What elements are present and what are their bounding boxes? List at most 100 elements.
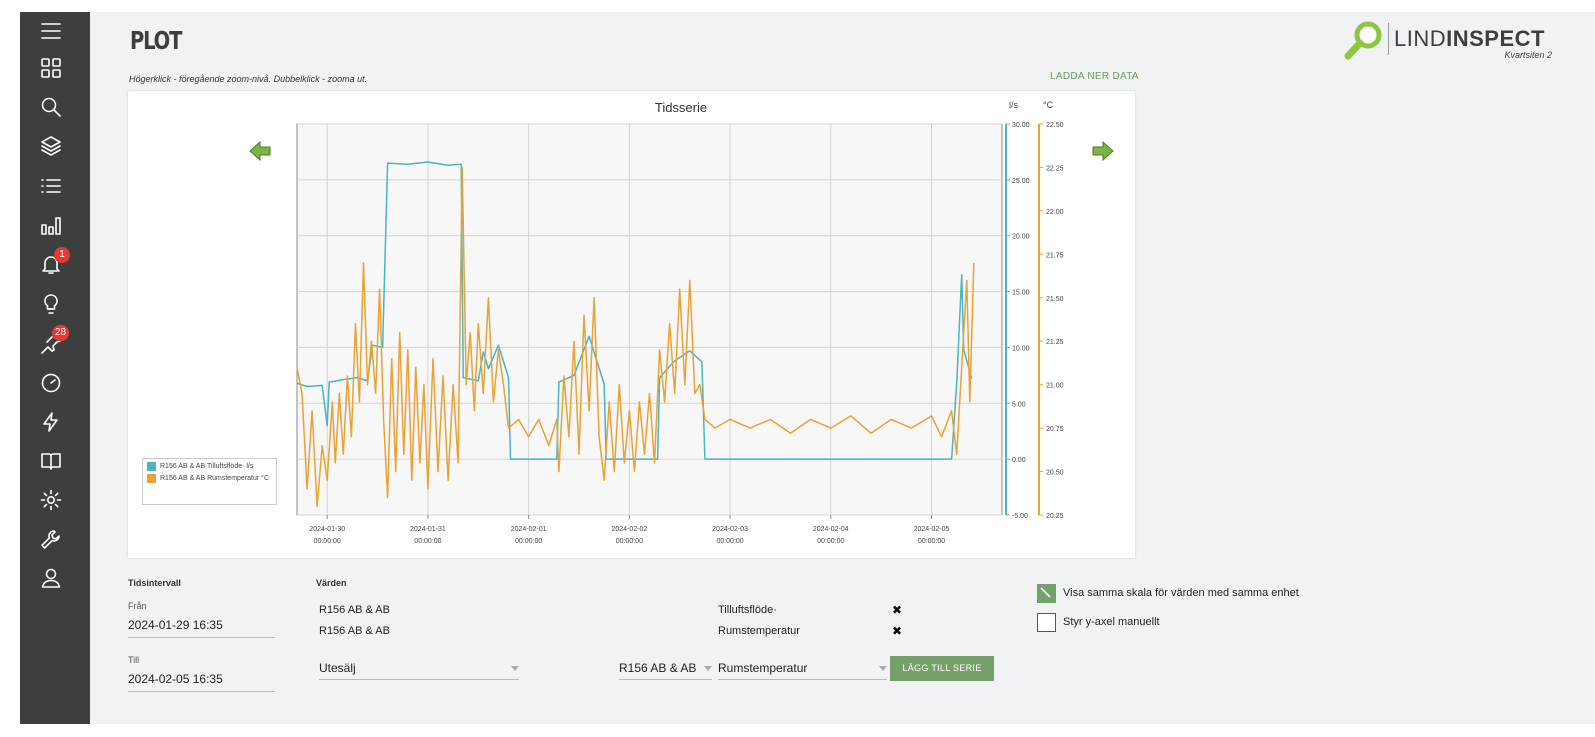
x-tick-label-date: 2024-02-05: [914, 526, 950, 533]
object-select-value: R156 AB & AB: [619, 661, 697, 675]
y-left-tick-label: 25.00: [1012, 178, 1030, 185]
quantity-select[interactable]: Rumstemperatur: [718, 661, 887, 680]
values-heading: Värden: [316, 578, 347, 588]
object-select[interactable]: R156 AB & AB: [619, 661, 712, 680]
same-scale-label: Visa samma skala för värden med samma en…: [1063, 587, 1299, 599]
y-right-tick-label: 22.00: [1046, 209, 1064, 216]
y-left-tick-label: 5.00: [1012, 401, 1026, 408]
legend-label-temp: R156 AB & AB Rumstemperatur °C: [160, 475, 270, 482]
legend-swatch-flow: [147, 462, 156, 471]
time-series-chart[interactable]: Tidsserie 30.00 25.00 20.00 15.00 10.00 5.00 0.…: [128, 91, 1135, 558]
y-right-tick-label: 20.50: [1046, 470, 1064, 477]
gauge-icon[interactable]: [38, 369, 64, 395]
remove-series-button[interactable]: ✖: [892, 624, 903, 638]
x-tick-label-time: 00:00:00: [616, 538, 643, 545]
y-right-tick-label: 20.75: [1046, 426, 1064, 433]
logo-wordmark: LINDINSPECT: [1394, 26, 1545, 51]
y-right-tick-label: 21.25: [1046, 339, 1064, 346]
y-right-tick-label: 21.75: [1046, 252, 1064, 259]
quantity-select-value: Rumstemperatur: [718, 661, 808, 675]
to-date-input[interactable]: 2024-02-05 16:35: [128, 672, 275, 692]
remove-series-button[interactable]: ✖: [892, 603, 903, 617]
alarm-badge: 28: [52, 325, 70, 341]
x-tick-label-date: 2024-02-03: [712, 526, 748, 533]
manual-y-axis-checkbox[interactable]: [1037, 613, 1056, 632]
wrench-icon[interactable]: [38, 526, 64, 552]
add-series-button[interactable]: LÄGG TILL SERIE: [890, 656, 994, 681]
x-tick-label-time: 00:00:00: [515, 538, 542, 545]
to-label: Till: [128, 655, 140, 665]
x-tick-label-date: 2024-02-02: [611, 526, 647, 533]
search-icon[interactable]: [38, 94, 64, 120]
series-row-quantity: Tilluftsflöde·: [718, 604, 777, 616]
logo-divider: [1388, 23, 1389, 55]
chart-panel[interactable]: Tidsserie 30.00 25.00 20.00 15.00 10.00 5.00 0.…: [128, 91, 1135, 558]
series-row-object: R156 AB & AB: [319, 625, 390, 637]
bell-icon[interactable]: [38, 251, 64, 277]
chart-title: Tidsserie: [655, 100, 707, 115]
magnifier-logo-icon: [1344, 21, 1391, 60]
previous-period-arrow-icon[interactable]: [248, 140, 272, 162]
list-icon[interactable]: [38, 173, 64, 199]
sidebar: 1 28: [20, 12, 90, 724]
y-left-tick-label: 15.00: [1012, 290, 1030, 297]
outdoor-select-value: Utesälj: [319, 661, 356, 675]
chevron-down-icon: [511, 666, 519, 671]
chevron-down-icon: [704, 666, 712, 671]
legend-item-temp[interactable]: R156 AB & AB Rumstemperatur °C: [147, 474, 272, 483]
gear-icon[interactable]: [38, 487, 64, 513]
from-date-input[interactable]: 2024-01-29 16:35: [128, 618, 275, 638]
legend-swatch-temp: [147, 474, 156, 483]
y-right-tick-label: 22.25: [1046, 165, 1064, 172]
y-left-tick-label: 30.00: [1012, 122, 1030, 129]
menu-icon[interactable]: [38, 18, 64, 44]
lightbulb-icon[interactable]: [38, 291, 64, 317]
y-left-tick-label: 20.00: [1012, 234, 1030, 241]
y-left-unit-label: l/s: [1009, 100, 1019, 110]
x-tick-label-date: 2024-01-31: [410, 526, 446, 533]
logo-subtitle: Kvartsiten 2: [1504, 50, 1552, 60]
chart-legend: R156 AB & AB Tilluftsflöde· l/s R156 AB …: [142, 458, 277, 505]
app-window: 1 28 PLOT Högerklick - föregående zoom-n…: [20, 12, 1595, 724]
checkmark-icon: [1040, 587, 1051, 598]
user-icon[interactable]: [38, 565, 64, 591]
bolt-icon[interactable]: [38, 409, 64, 435]
next-period-arrow-icon[interactable]: [1091, 140, 1115, 162]
notification-badge: 1: [54, 247, 70, 263]
y-right-tick-label: 21.50: [1046, 296, 1064, 303]
y-right-tick-label: 21.00: [1046, 383, 1064, 390]
x-tick-label-date: 2024-02-04: [813, 526, 849, 533]
y-left-tick-label: 0.00: [1012, 457, 1026, 464]
y-right-unit-label: °C: [1043, 100, 1054, 110]
pin-icon[interactable]: [38, 330, 64, 356]
book-icon[interactable]: [38, 448, 64, 474]
series-row-quantity: Rumstemperatur: [718, 625, 800, 637]
x-tick-label-date: 2024-02-01: [511, 526, 547, 533]
manual-y-axis-label: Styr y-axel manuellt: [1063, 616, 1160, 628]
lindinspect-logo: LINDINSPECT Kvartsiten 2: [1342, 20, 1552, 62]
plot-area: [296, 123, 1003, 516]
outdoor-select[interactable]: Utesälj: [319, 661, 519, 680]
x-tick-label-time: 00:00:00: [414, 538, 441, 545]
zoom-hint: Högerklick - föregående zoom-nivå. Dubbe…: [129, 74, 368, 84]
y-left-tick-label: 10.00: [1012, 345, 1030, 352]
x-tick-label-time: 00:00:00: [817, 538, 844, 545]
series-line-temperature: [296, 166, 975, 508]
x-tick-label-time: 00:00:00: [716, 538, 743, 545]
same-scale-checkbox[interactable]: [1037, 584, 1056, 603]
download-data-link[interactable]: LADDA NER DATA: [1050, 71, 1139, 82]
page-title: PLOT: [130, 26, 182, 55]
chevron-down-icon: [879, 666, 887, 671]
layers-icon[interactable]: [38, 133, 64, 159]
x-tick-label-date: 2024-01-30: [309, 526, 345, 533]
x-tick-label-time: 00:00:00: [314, 538, 341, 545]
series-row-object: R156 AB & AB: [319, 604, 390, 616]
legend-item-flow[interactable]: R156 AB & AB Tilluftsflöde· l/s: [147, 462, 272, 471]
dashboard-icon[interactable]: [38, 55, 64, 81]
y-left-tick-label: -5.00: [1012, 513, 1028, 520]
time-interval-heading: Tidsintervall: [128, 578, 181, 588]
bar-chart-icon[interactable]: [38, 212, 64, 238]
from-label: Från: [128, 601, 147, 611]
y-right-tick-label: 22.50: [1046, 122, 1064, 129]
y-right-tick-label: 20.25: [1046, 513, 1064, 520]
